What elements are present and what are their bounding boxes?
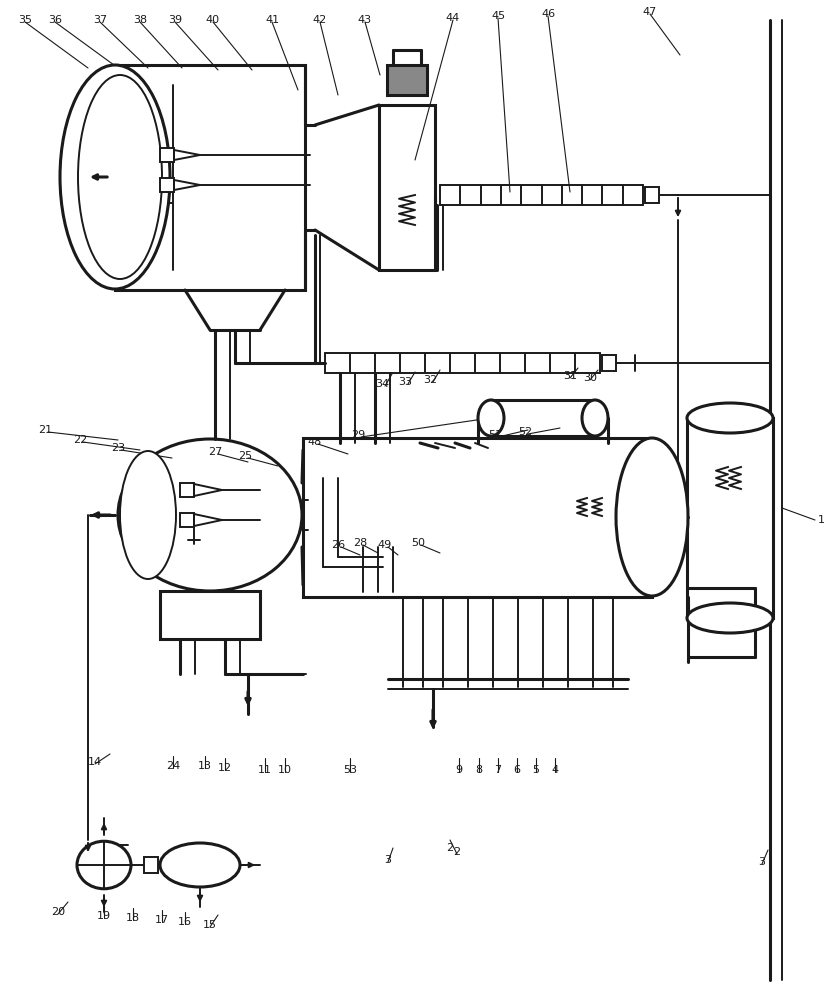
Text: 52: 52 [518, 427, 532, 437]
Text: 16: 16 [178, 917, 192, 927]
Text: 47: 47 [643, 7, 657, 17]
Text: 35: 35 [18, 15, 32, 25]
Text: 40: 40 [206, 15, 220, 25]
Text: 34: 34 [375, 379, 389, 389]
Text: 27: 27 [208, 447, 222, 457]
Text: 22: 22 [73, 435, 87, 445]
Ellipse shape [77, 841, 131, 889]
Text: 15: 15 [203, 920, 217, 930]
Text: 3: 3 [758, 857, 766, 867]
Text: 26: 26 [331, 540, 345, 550]
Text: 41: 41 [265, 15, 279, 25]
Ellipse shape [60, 65, 170, 289]
Text: 17: 17 [155, 915, 169, 925]
Bar [180, 483, 194, 497]
Text: 12: 12 [218, 763, 232, 773]
Text: 14: 14 [88, 757, 102, 767]
Text: 39: 39 [168, 15, 182, 25]
Text: 2: 2 [446, 843, 454, 853]
Text: 11: 11 [258, 765, 272, 775]
Text: 49: 49 [378, 540, 392, 550]
Ellipse shape [120, 451, 176, 579]
Text: 38: 38 [133, 15, 147, 25]
Bar [180, 513, 194, 527]
Ellipse shape [118, 439, 302, 591]
Text: 36: 36 [48, 15, 62, 25]
Text: 25: 25 [238, 451, 252, 461]
Text: 6: 6 [513, 765, 521, 775]
Ellipse shape [687, 403, 773, 433]
Text: 32: 32 [423, 375, 437, 385]
Text: 31: 31 [563, 371, 577, 381]
Text: 19: 19 [97, 911, 111, 921]
Text: 33: 33 [398, 377, 412, 387]
Text: 48: 48 [308, 437, 322, 447]
Text: 23: 23 [111, 443, 125, 453]
Text: 3: 3 [385, 855, 391, 865]
Text: 21: 21 [38, 425, 52, 435]
Text: 29: 29 [351, 430, 365, 440]
Ellipse shape [78, 75, 162, 279]
Bar [491, 400, 595, 436]
Bar [160, 148, 174, 162]
Bar [115, 65, 305, 290]
Ellipse shape [616, 438, 688, 596]
Bar [645, 187, 659, 203]
Text: 18: 18 [126, 913, 140, 923]
Text: 5: 5 [533, 765, 539, 775]
Text: 50: 50 [411, 538, 425, 548]
Text: 44: 44 [446, 13, 460, 23]
Text: 9: 9 [456, 765, 462, 775]
Text: 8: 8 [476, 765, 482, 775]
Ellipse shape [582, 400, 608, 436]
Text: 13: 13 [198, 761, 212, 771]
Text: 28: 28 [353, 538, 367, 548]
Text: 4: 4 [552, 765, 558, 775]
Bar [387, 65, 427, 95]
Text: 51: 51 [488, 430, 502, 440]
Text: 2: 2 [453, 847, 461, 857]
Text: 30: 30 [583, 373, 597, 383]
Text: 43: 43 [358, 15, 372, 25]
Bar [303, 438, 652, 597]
Text: 46: 46 [541, 9, 555, 19]
Text: 24: 24 [166, 761, 180, 771]
Text: 7: 7 [494, 765, 502, 775]
Ellipse shape [478, 400, 504, 436]
Text: 53: 53 [343, 765, 357, 775]
Text: 42: 42 [313, 15, 327, 25]
Bar [687, 418, 773, 618]
Text: 45: 45 [491, 11, 505, 21]
Bar [144, 857, 158, 873]
Text: 10: 10 [278, 765, 292, 775]
Text: 20: 20 [51, 907, 65, 917]
Ellipse shape [687, 603, 773, 633]
Text: 37: 37 [93, 15, 107, 25]
Bar [160, 591, 260, 639]
Ellipse shape [160, 843, 240, 887]
Bar [160, 178, 174, 192]
Text: 1: 1 [818, 515, 825, 525]
Bar [379, 105, 435, 270]
Bar [602, 355, 616, 371]
